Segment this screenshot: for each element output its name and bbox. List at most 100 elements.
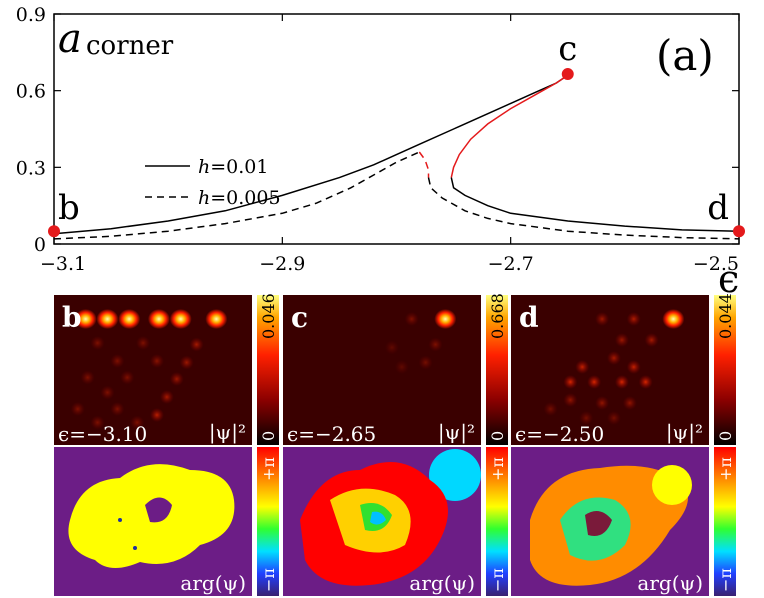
bifurcation-chart: 0 0.3 0.6 0.9 −3.1 −2.9 −2.7 −2.5 b c d a corner… [16,4,745,301]
density-spot [120,370,135,385]
density-label: |ψ|² [438,420,475,445]
density-spot [595,312,610,326]
phase-colorbar-top: +π [259,457,278,481]
density-spot [136,336,151,350]
phase-annotations-0: arg(ψ) +π −π [180,447,279,596]
series-lower-1 [427,177,740,240]
density-spot [159,390,174,404]
density-spot [384,340,399,355]
density-spot [606,351,621,365]
density-spot [96,309,119,329]
density-label: |ψ|² [209,420,246,445]
x-tick-label: −3.1 [40,253,86,275]
density-spot [579,411,594,425]
density-panel-c: c ϵ=−2.65 |ψ|² 0.668 0 [283,293,508,446]
legend-entry-solid: h=0.01 [198,156,268,178]
density-spot [614,333,629,347]
density-spot [543,402,558,416]
phase-colorbar [257,447,279,596]
y-axis: 0 0.3 0.6 0.9 [16,4,739,256]
density-spot [205,309,228,329]
panel-label-c: c [291,301,308,334]
x-tick-label: −2.5 [693,253,739,275]
density-spot [434,309,457,329]
density-spot [100,385,115,400]
panel-label-b: b [62,301,82,334]
phase-annotations-2: arg(ψ) +π −π [637,447,736,596]
phase-colorbar [714,447,736,596]
colorbar-min: 0 [716,431,735,441]
density-spot [110,402,125,416]
x-axis: −3.1 −2.9 −2.7 −2.5 [40,14,740,275]
y-tick-label: 0.9 [16,4,46,26]
phase-panels: arg(ψ) +π −π arg(ψ) +π −π arg(ψ) +π −π [54,447,736,596]
density-spot [563,375,578,389]
density-spot [622,396,637,410]
y-axis-label-subscript: corner [86,31,174,61]
density-spot [662,309,685,329]
density-spot [644,333,659,347]
y-axis-label: a [58,16,82,62]
marker-d [733,225,745,238]
x-tick-label: −2.9 [259,253,305,275]
density-label: |ψ|² [666,420,703,445]
series-lower-0 [450,177,740,232]
phase-panel-c [283,447,481,596]
density-spot [626,360,641,374]
panel-label-d: d [519,301,539,334]
density-spot [626,312,641,326]
density-spot [179,355,194,370]
phase-colorbar-bottom: −π [259,568,278,592]
density-spot [394,360,409,374]
plot-frame [53,13,740,245]
density-spot [418,355,433,370]
density-spot [595,396,610,410]
panel-label: (a) [656,31,714,80]
phase-label: arg(ψ) [180,571,246,595]
colorbar [714,295,736,445]
marker-label-d: d [707,188,729,228]
density-spot [149,354,164,368]
phase-label: arg(ψ) [409,571,475,595]
series-unstable-0 [450,74,569,178]
phase-label: arg(ψ) [637,571,703,595]
phase-colorbar [486,447,508,596]
density-spot [130,415,145,430]
density-spot [118,309,141,329]
density-spot [169,372,184,386]
density-spot [575,360,590,374]
density-spot [606,411,621,425]
density-panel-b: b ϵ=−3.10 |ψ|² 0.046 0 [54,293,279,446]
phase-panel-d [511,447,709,596]
phase-panel-b [54,447,252,596]
density-spot [90,336,105,350]
series-upper-1 [53,151,420,240]
y-tick-label: 0.3 [16,157,46,179]
marker-b [48,225,60,238]
phase-colorbar-top: +π [488,457,507,481]
density-spot [169,309,192,329]
y-tick-label: 0 [34,234,46,256]
marked-points: b c d [48,29,745,238]
x-tick-label: −2.7 [488,253,534,275]
x-axis-label: ϵ [718,257,739,301]
y-tick-label: 0.6 [16,81,46,103]
colorbar-min: 0 [488,431,507,441]
marker-label-c: c [558,29,577,69]
phase-colorbar-bottom: −π [488,568,507,592]
legend: h=0.01 h=0.005 [145,156,281,209]
density-spot [110,354,125,368]
phase-colorbar-bottom: −π [716,568,735,592]
colorbar-max: 0.044 [716,293,735,339]
legend-entry-dashed: h=0.005 [198,187,281,209]
density-spot [90,415,105,430]
epsilon-value: ϵ=−2.50 [515,422,604,446]
epsilon-value: ϵ=−3.10 [58,422,147,446]
density-spot [147,309,170,329]
density-spot [587,375,602,389]
density-spot [74,309,97,329]
density-panel-d: d ϵ=−2.50 |ψ|² 0.044 0 [511,293,736,446]
density-spot [189,337,204,352]
density-spot [563,393,578,407]
marker-label-b: b [58,188,80,228]
